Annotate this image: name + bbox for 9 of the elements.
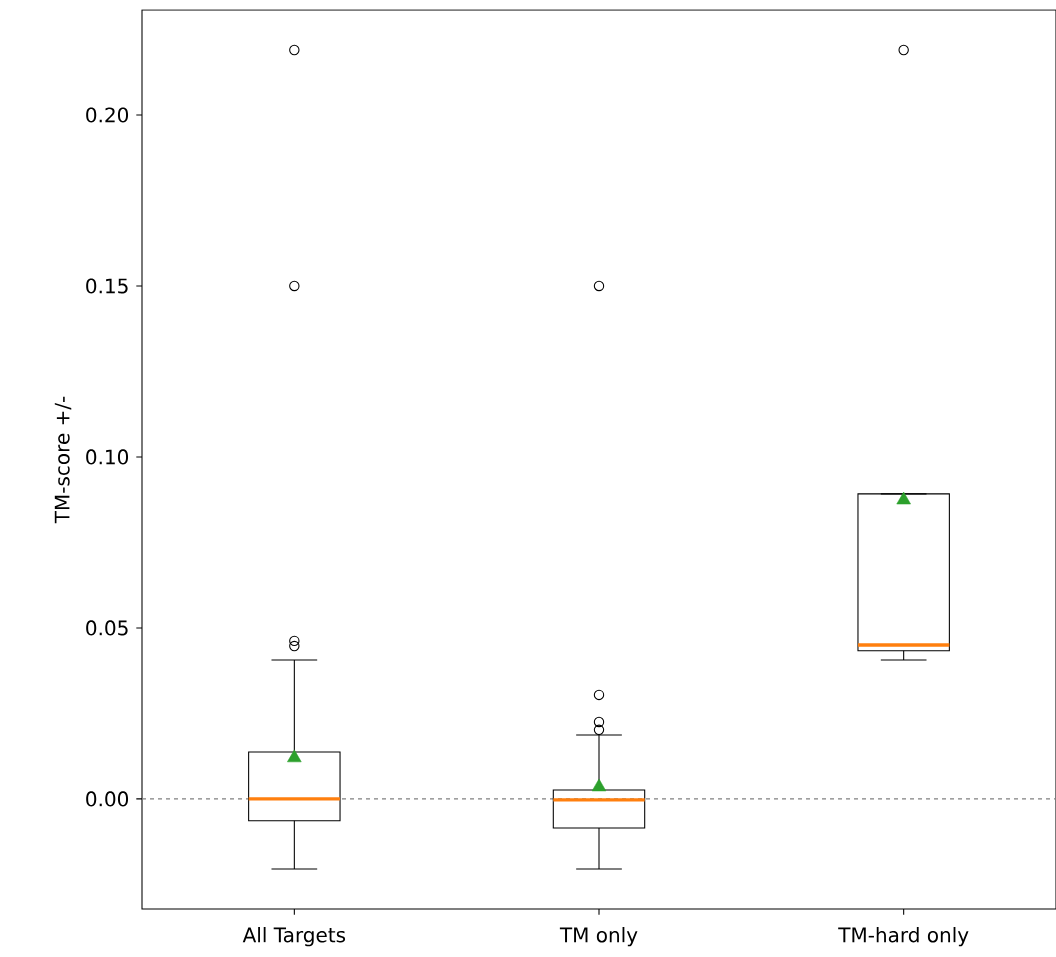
y-tick-label: 0.15 bbox=[86, 278, 128, 294]
x-tick-label: TM-hard only bbox=[838, 926, 969, 947]
y-tick-label: 0.10 bbox=[86, 449, 129, 465]
x-tick-label: TM only bbox=[559, 926, 638, 947]
y-axis-title: TM-score +/- bbox=[54, 396, 72, 524]
y-tick-label: 0.00 bbox=[86, 791, 129, 807]
y-tick-label: 0.20 bbox=[86, 107, 129, 123]
x-tick-label: All Targets bbox=[242, 926, 346, 947]
y-tick-label: 0.05 bbox=[86, 620, 128, 636]
